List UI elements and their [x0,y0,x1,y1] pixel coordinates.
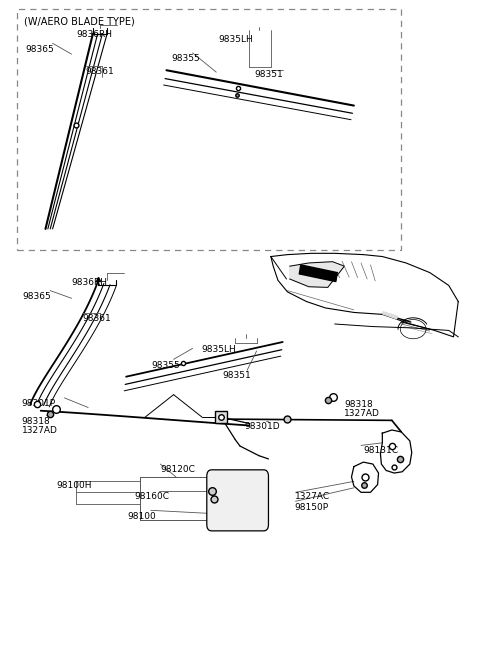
Text: 9836RH: 9836RH [72,278,108,287]
Text: 98120C: 98120C [160,465,195,474]
Text: 98318: 98318 [22,417,50,426]
Text: 98150P: 98150P [295,503,329,512]
FancyBboxPatch shape [207,470,268,531]
Text: 98301P: 98301P [22,399,56,408]
Polygon shape [300,265,337,282]
Text: 98100H: 98100H [56,481,91,491]
Text: (W/AERO BLADE TYPE): (W/AERO BLADE TYPE) [24,17,135,27]
Text: 9836RH: 9836RH [76,30,112,39]
Text: 98160C: 98160C [135,492,169,502]
Text: 1327AD: 1327AD [344,410,380,419]
Text: 98355: 98355 [171,54,200,63]
Text: 98301D: 98301D [245,422,280,431]
Text: 98351: 98351 [222,371,251,380]
Text: 1327AC: 1327AC [295,492,330,502]
Text: 98355: 98355 [151,361,180,369]
Text: 98100: 98100 [128,511,156,520]
Bar [17,9,401,250]
Polygon shape [383,312,397,319]
Text: 9835LH: 9835LH [201,345,236,354]
Text: 1327AD: 1327AD [22,426,58,435]
Text: 98365: 98365 [23,292,51,301]
Text: 98318: 98318 [344,400,373,409]
Text: 98365: 98365 [25,45,54,54]
Polygon shape [290,262,344,287]
Text: 98351: 98351 [254,70,283,79]
Text: 98131C: 98131C [363,446,398,455]
Text: 98361: 98361 [83,314,111,323]
Text: 9835LH: 9835LH [219,35,253,44]
Text: 98361: 98361 [86,67,115,76]
